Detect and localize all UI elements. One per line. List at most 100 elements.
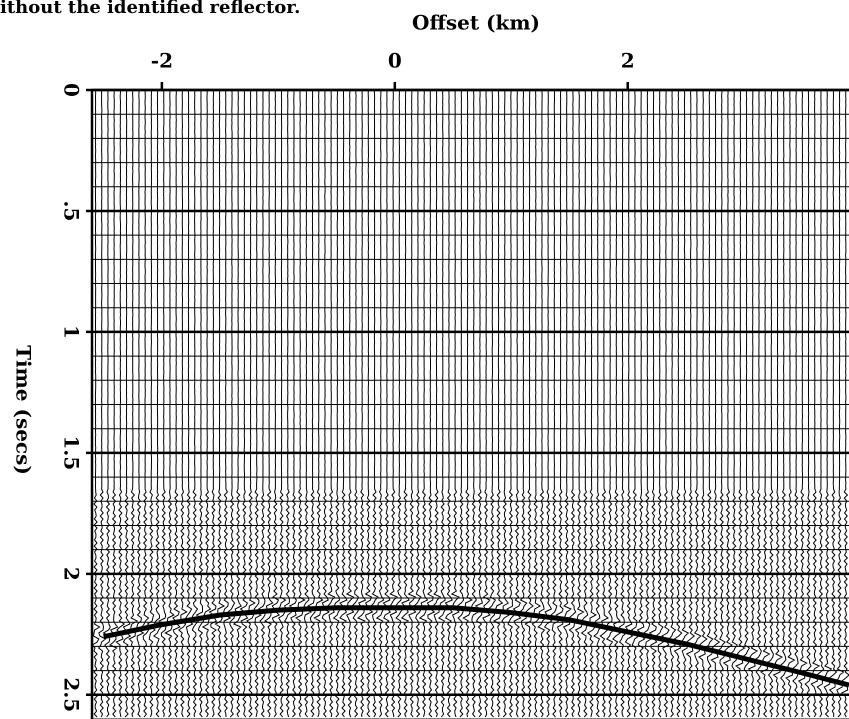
trace [313,90,324,718]
trace [630,89,640,718]
trace [432,89,442,718]
trace [283,89,293,718]
trace [264,90,274,718]
trace [450,89,460,718]
trace [426,90,436,718]
trace [327,89,336,718]
trace [91,89,101,718]
trace [208,89,218,718]
trace [643,89,652,718]
trace [191,89,200,718]
trace [648,90,658,718]
y-tick-label: 2.5 [60,677,84,712]
trace [685,89,696,718]
trace [153,89,162,718]
trace [624,90,634,718]
trace [357,89,367,718]
trace [407,89,417,718]
trace [778,89,787,718]
trace [823,89,833,718]
trace [253,90,263,718]
trace [636,89,646,718]
trace [537,89,547,718]
caption: ithout the identified reflector. [0,0,300,18]
y-tick-label: .5 [60,201,84,222]
trace [400,89,410,718]
trace [605,89,615,718]
x-tick-label: -2 [151,49,173,73]
trace [227,89,236,718]
trace [136,89,145,718]
trace [339,90,348,718]
trace [673,89,683,718]
trace [741,89,751,718]
y-tick-label: 1 [60,325,84,339]
trace [471,89,480,718]
trace [698,89,708,718]
trace [524,90,534,718]
trace [487,89,497,718]
trace [141,89,150,718]
trace [803,89,812,718]
trace [462,89,473,718]
trace [98,90,107,718]
trace [214,90,226,718]
trace [382,89,392,718]
trace [593,89,602,718]
trace [692,89,702,718]
trace [555,90,564,718]
trace [375,89,385,718]
trace [257,89,266,718]
trace [223,90,232,718]
trace [567,89,577,718]
trace [239,90,249,718]
trace [482,89,491,718]
trace [492,89,504,718]
trace [766,89,775,718]
trace [586,89,597,718]
trace [618,89,628,718]
trace [128,89,139,718]
trace [351,90,360,718]
trace [109,90,119,718]
trace [158,89,167,718]
trace [760,90,771,718]
trace [512,90,522,718]
reflector [103,605,849,688]
trace [413,90,422,718]
y-tick-label: 0 [60,83,84,97]
trace [519,90,528,718]
trace [704,90,714,718]
trace [102,90,111,718]
trace [295,89,306,718]
trace [735,90,746,718]
x-axis-label: Offset (km) [412,11,540,35]
trace [364,89,374,718]
x-tick-label: 2 [621,49,635,73]
x-tick-label: 0 [388,49,402,73]
trace [667,89,677,718]
trace [753,89,763,718]
trace [506,90,515,718]
trace [772,90,784,718]
trace [370,89,379,718]
trace [661,90,670,717]
trace [195,90,205,718]
trace [438,89,447,718]
trace [456,89,465,718]
trace [288,89,297,718]
trace [501,90,511,718]
trace [321,90,331,718]
trace [307,90,316,718]
trace [574,89,585,718]
trace [201,89,212,718]
trace [747,89,759,718]
trace [164,90,175,718]
trace [303,89,313,718]
trace [810,90,821,718]
trace [815,89,825,718]
trace [562,89,573,718]
trace [828,89,838,718]
trace [418,89,429,718]
